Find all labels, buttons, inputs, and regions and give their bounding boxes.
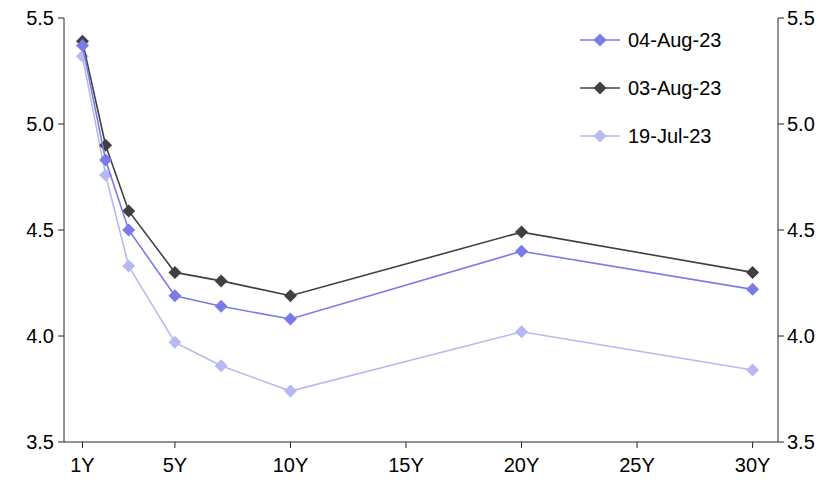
y-tick-label: 4.5	[26, 219, 54, 241]
series-line	[82, 46, 752, 319]
legend-label: 03-Aug-23	[628, 77, 721, 99]
legend-label: 19-Jul-23	[628, 125, 711, 147]
series-point	[284, 289, 297, 302]
legend-label: 04-Aug-23	[628, 29, 721, 51]
legend-marker	[594, 82, 607, 95]
series-point	[99, 154, 112, 167]
series-point	[168, 289, 181, 302]
series-point	[284, 313, 297, 326]
y2-tick-label: 5.0	[787, 113, 815, 135]
chart: 3.5 4.0 4.5 5.0 5.5 3.5 4.0 4.5 5.0 5.5 1Y 5Y 10Y 15Y…	[0, 0, 839, 486]
y-tick	[58, 336, 64, 337]
y2-tick	[778, 230, 784, 231]
legend-marker	[594, 130, 607, 143]
x-tick	[752, 442, 753, 448]
x-tick	[637, 442, 638, 448]
legend: 04-Aug-23 03-Aug-23 19-Jul-23	[580, 29, 721, 147]
x-tick	[174, 442, 175, 448]
series-point	[746, 266, 759, 279]
x-tick	[82, 442, 83, 448]
plot-area	[76, 35, 759, 398]
x-tick-label: 1Y	[70, 454, 94, 476]
y-tick-label: 4.0	[26, 325, 54, 347]
series-point	[215, 300, 228, 313]
series-line	[82, 41, 752, 295]
legend-marker	[594, 34, 607, 47]
series-point	[284, 385, 297, 398]
y2-tick	[778, 18, 784, 19]
x-tick	[405, 442, 406, 448]
series-point	[746, 283, 759, 296]
y2-tick-label: 3.5	[787, 431, 815, 453]
series-point	[215, 274, 228, 287]
series-point	[746, 363, 759, 376]
x-tick	[521, 442, 522, 448]
series-point	[515, 245, 528, 258]
y-tick	[58, 18, 64, 19]
y2-tick-label: 4.5	[787, 219, 815, 241]
x-axis	[64, 442, 778, 443]
x-tick-label: 20Y	[504, 454, 540, 476]
x-tick-label: 10Y	[273, 454, 309, 476]
y-tick	[58, 442, 64, 443]
y-tick	[58, 124, 64, 125]
y2-tick-label: 4.0	[787, 325, 815, 347]
y2-tick	[778, 124, 784, 125]
x-tick-label: 25Y	[619, 454, 655, 476]
y-tick-label: 5.0	[26, 113, 54, 135]
x-tick-label: 15Y	[388, 454, 424, 476]
y2-tick	[778, 336, 784, 337]
series-point	[515, 325, 528, 338]
y2-tick-label: 5.5	[787, 7, 815, 29]
y2-tick	[778, 442, 784, 443]
series-point	[515, 226, 528, 239]
y-tick	[58, 230, 64, 231]
series-point	[168, 336, 181, 349]
series-point	[122, 224, 135, 237]
series-point	[76, 39, 89, 52]
y-tick-label: 5.5	[26, 7, 54, 29]
y-tick-label: 3.5	[26, 431, 54, 453]
series-line	[82, 56, 752, 391]
x-tick-label: 5Y	[163, 454, 187, 476]
series-point	[168, 266, 181, 279]
series-point	[122, 260, 135, 273]
series-point	[215, 359, 228, 372]
x-tick-label: 30Y	[735, 454, 771, 476]
x-tick	[290, 442, 291, 448]
